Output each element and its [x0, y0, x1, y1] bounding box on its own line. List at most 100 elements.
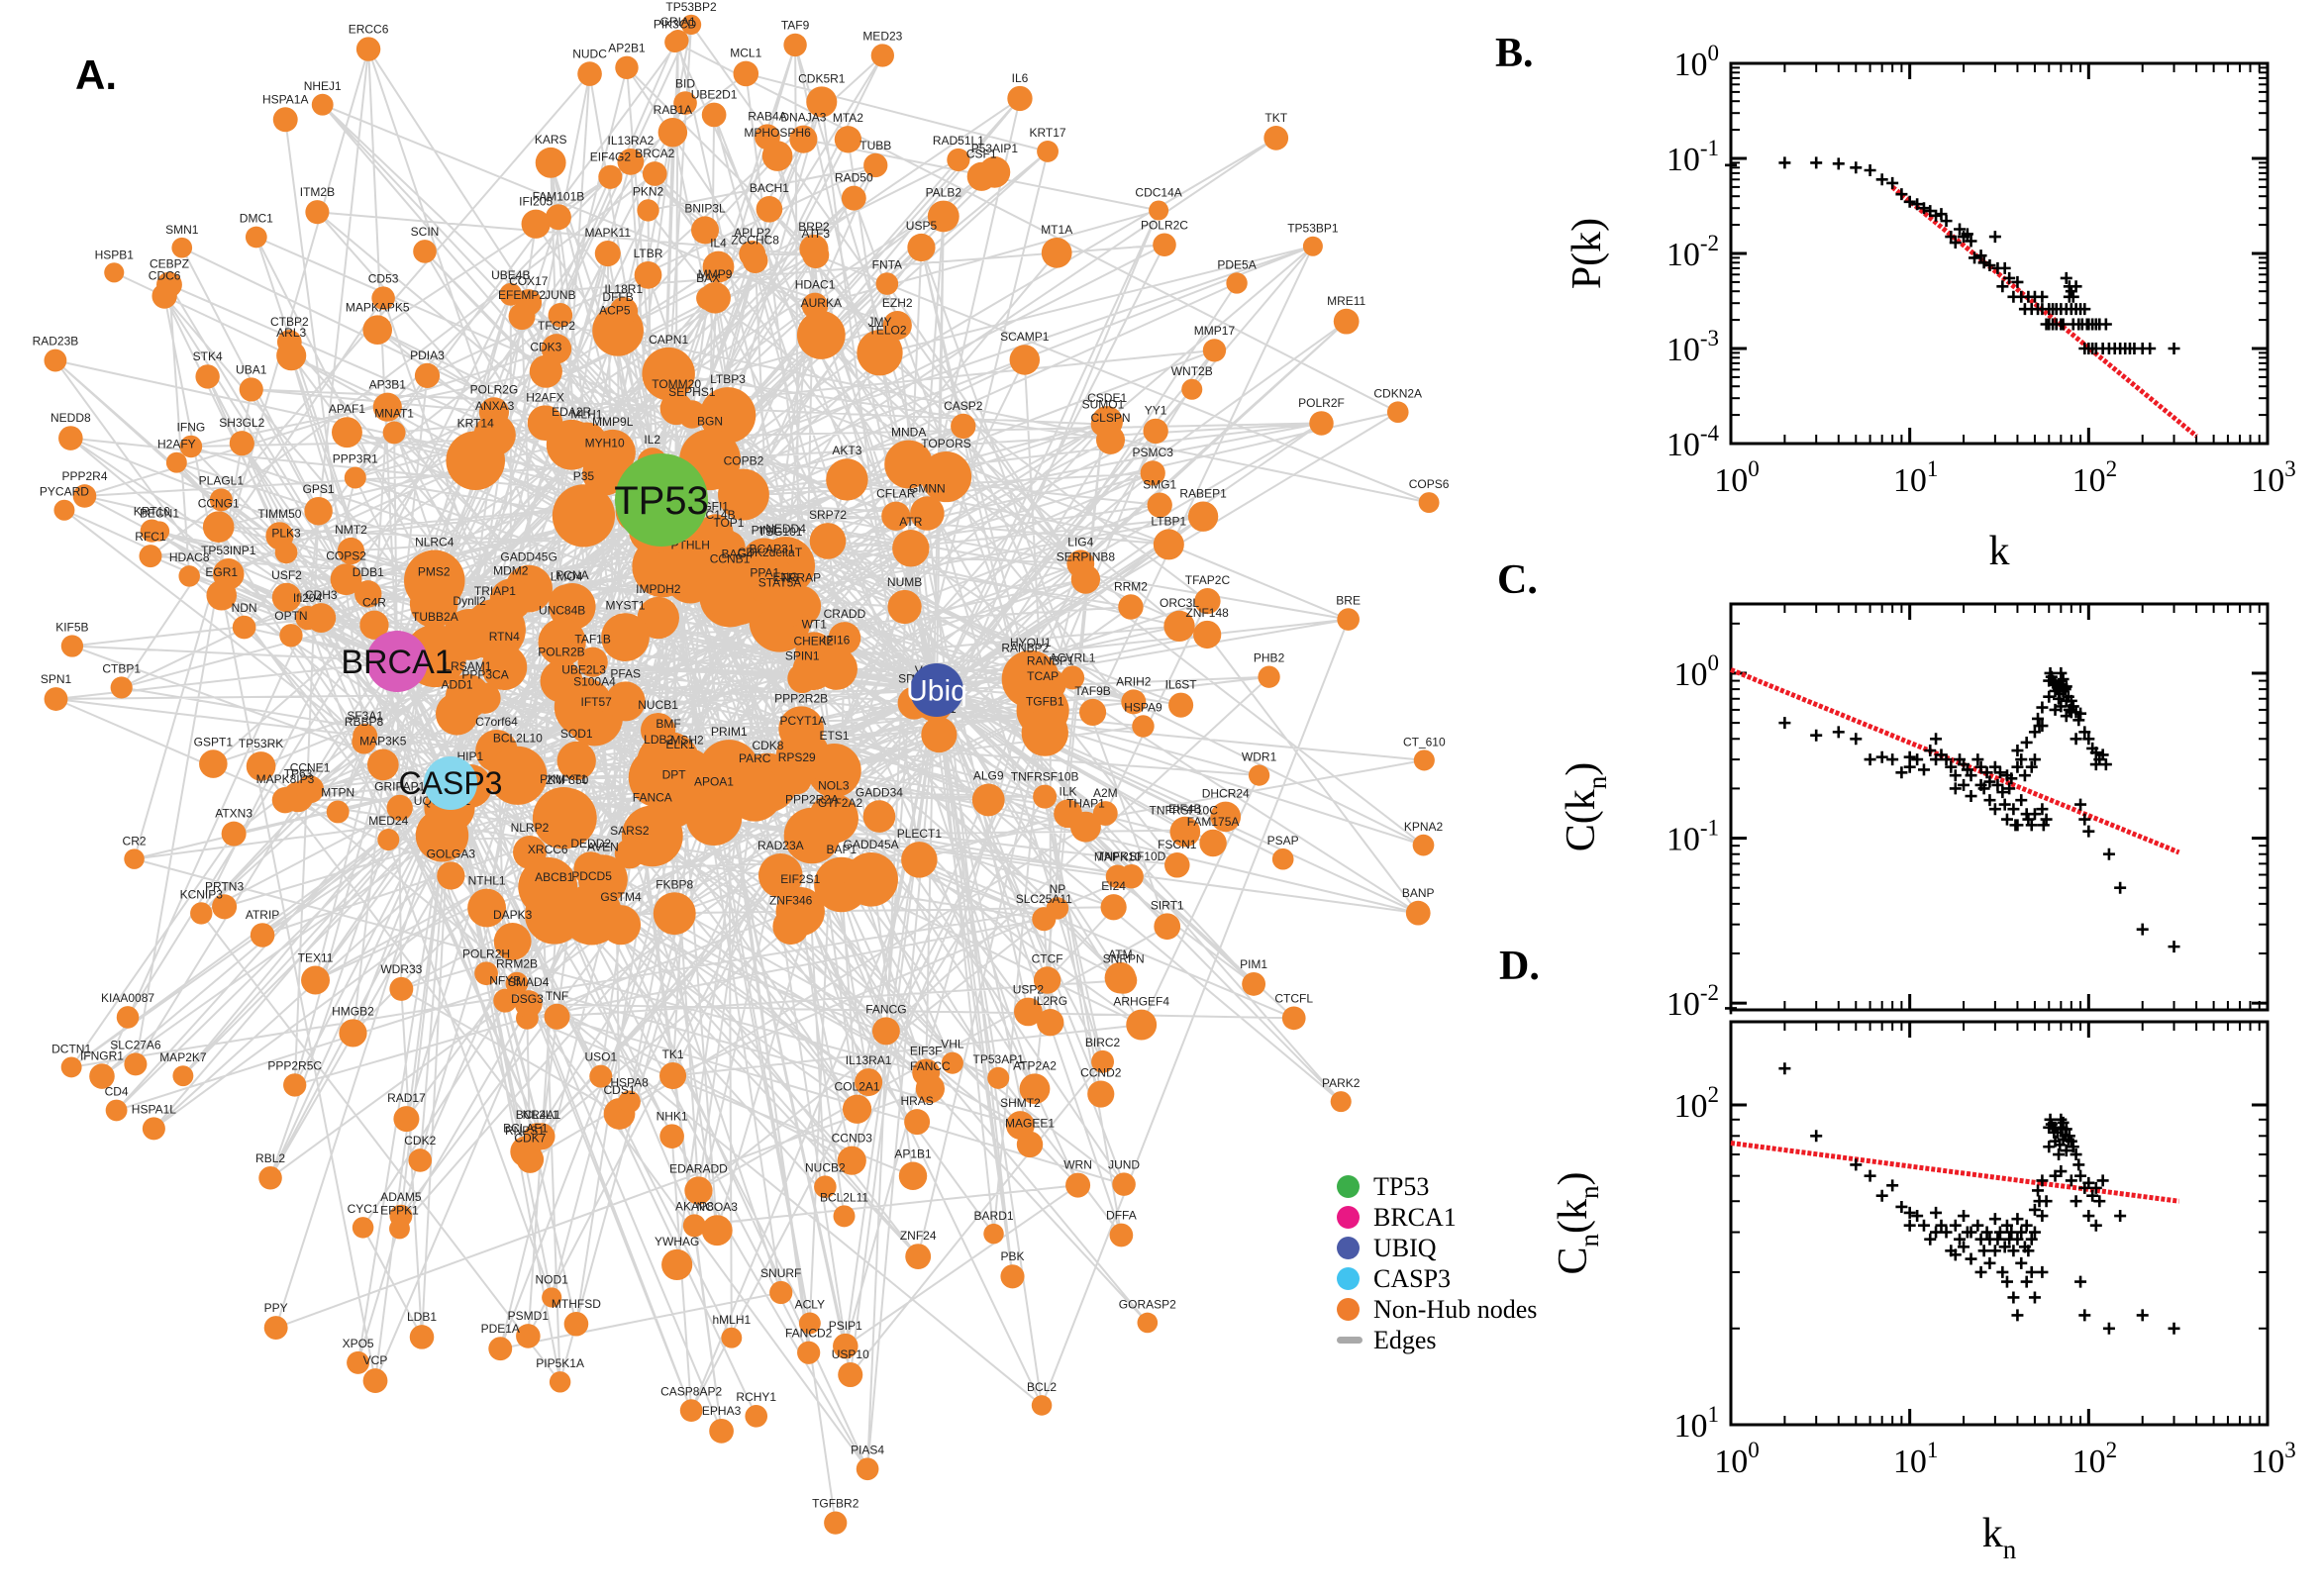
- gene-node-label: IFT57: [580, 695, 612, 709]
- gene-node: [1032, 907, 1057, 932]
- gene-node: [673, 91, 697, 115]
- gene-node: [523, 1123, 552, 1150]
- gene-node-label: ARIH2: [1116, 674, 1152, 688]
- gene-node-label: GOLGA3: [427, 847, 476, 860]
- gene-node: [1033, 784, 1058, 809]
- gene-node-label: BECN1: [140, 506, 179, 520]
- gene-node-label: CCND3: [832, 1132, 873, 1146]
- gene-node-label: CDK5R1: [798, 71, 846, 85]
- gene-node: [514, 990, 543, 1018]
- gene-node: [301, 965, 331, 995]
- gene-node-label: ACVRL1: [1050, 650, 1096, 664]
- gene-node: [469, 682, 501, 714]
- gene-node-label: SLC27A6: [110, 1038, 161, 1051]
- gene-node: [775, 886, 825, 937]
- gene-node: [594, 241, 621, 267]
- tick-label: 100: [1674, 650, 1720, 693]
- gene-node-label: TFCP2: [538, 319, 575, 333]
- gene-node-label: USF2: [271, 568, 302, 582]
- panel-label-d: D.: [1499, 944, 1540, 989]
- gene-node: [1330, 1091, 1352, 1113]
- gene-node: [659, 1124, 684, 1148]
- gene-node-label: NUDC: [572, 47, 607, 60]
- gene-node-label: ERCC6: [349, 22, 389, 36]
- gene-node: [947, 148, 970, 172]
- gene-node: [904, 1109, 931, 1136]
- gene-node-label: KRT14: [457, 416, 494, 430]
- gene-node: [699, 387, 757, 444]
- gene-node: [862, 800, 896, 833]
- gene-node: [58, 426, 83, 450]
- gene-node-label: MYH10: [585, 437, 625, 450]
- gene-node: [1333, 308, 1360, 335]
- gene-node-label: HSPA1L: [132, 1102, 176, 1116]
- gene-node-label: ATXN3: [215, 807, 252, 821]
- gene-node: [1405, 900, 1431, 926]
- hub-label-casp3: CASP3: [399, 765, 503, 801]
- gene-node-label: EIF4G2: [590, 150, 632, 164]
- gene-node: [366, 748, 399, 781]
- gene-node-label: MTA2: [833, 111, 863, 125]
- gene-node-label: APLP2: [734, 226, 771, 240]
- gene-node-label: TNFRSF10D: [1097, 849, 1166, 863]
- gene-node: [1021, 709, 1068, 756]
- fit-line: [1890, 184, 2198, 439]
- gene-node-label: DHCR24: [1202, 787, 1250, 801]
- gene-node: [684, 1176, 713, 1205]
- hub-node-ubiq: [910, 663, 963, 717]
- gene-node: [702, 250, 735, 283]
- gene-node: [60, 1056, 82, 1078]
- gene-node: [221, 821, 247, 847]
- gene-node: [149, 521, 170, 542]
- gene-node-label: AP1B1: [894, 1147, 932, 1161]
- gene-node-label: MAPK11: [585, 226, 632, 240]
- gene-node: [1118, 594, 1144, 620]
- gene-node-label: FAM175A: [1187, 815, 1240, 829]
- gene-node-label: VCP: [363, 1353, 388, 1367]
- gene-node-label: EDARADD: [669, 1161, 728, 1175]
- gene-node-label: BARD1: [974, 1209, 1014, 1223]
- gene-node: [372, 392, 402, 422]
- gene-node-label: KARS: [535, 133, 567, 147]
- gene-node: [344, 466, 366, 489]
- x-axis-title: k: [1989, 529, 2010, 574]
- gene-node-label: CAPN1: [649, 333, 688, 347]
- gene-node-label: DAPK3: [493, 908, 533, 922]
- gene-node-label: BCL2L1: [516, 1108, 559, 1122]
- gene-node-label: ACLY: [795, 1298, 825, 1312]
- gene-node-label: ADD1: [442, 677, 473, 691]
- gene-node-label: IL4: [710, 237, 727, 250]
- gene-node-label: LDB1: [407, 1310, 437, 1324]
- gene-node-label: BRCA2: [635, 147, 674, 160]
- chart-panel-c: 100 10-1 10-2 C(kn​): [1559, 602, 2270, 1023]
- gene-node: [1140, 460, 1165, 486]
- gene-node-label: ANXA3: [475, 399, 515, 413]
- gene-node: [535, 147, 566, 178]
- gene-node-label: AKT3: [832, 444, 861, 457]
- gene-node-label: POLR2H: [462, 947, 510, 960]
- gene-node: [139, 545, 162, 568]
- gene-node-label: TKT: [1264, 111, 1287, 125]
- tick-label: 103: [2251, 456, 2296, 499]
- gene-node: [808, 793, 858, 844]
- gene-node-label: PDIA3: [410, 349, 445, 362]
- gene-node: [152, 283, 177, 309]
- gene-node-label: POLR2G: [470, 382, 519, 396]
- gene-node-label: TOMM20: [652, 377, 701, 391]
- gene-node-label: CCND2: [1080, 1065, 1122, 1079]
- gene-node: [833, 1205, 856, 1228]
- gene-node-label: NLRC4: [415, 536, 454, 549]
- gene-node-label: PDE1A: [481, 1322, 520, 1336]
- gene-node-label: EIF3F: [910, 1044, 943, 1057]
- gene-node: [1079, 698, 1107, 727]
- gene-node-label: FANCA: [633, 790, 672, 804]
- gene-node-label: TNFRSF10C: [1150, 804, 1219, 818]
- gene-node-label: TCAP: [1027, 669, 1059, 683]
- gene-node: [116, 1006, 140, 1029]
- gene-node: [311, 93, 334, 116]
- gene-node: [680, 14, 702, 36]
- gene-node-label: EPPK1: [380, 1204, 419, 1218]
- gene-node-label: BGN: [697, 414, 723, 428]
- gene-node: [614, 839, 645, 869]
- gene-node-label: NEDD8: [50, 411, 91, 425]
